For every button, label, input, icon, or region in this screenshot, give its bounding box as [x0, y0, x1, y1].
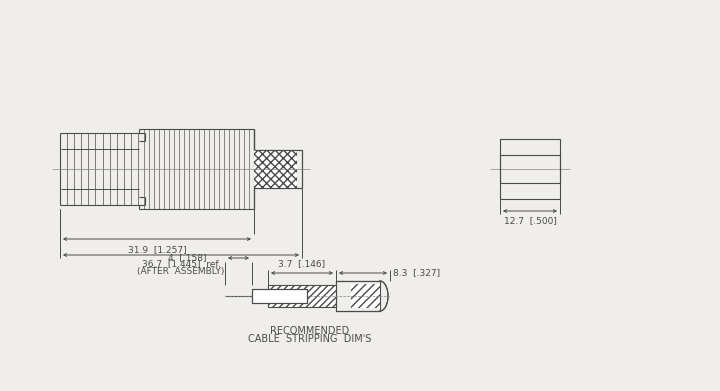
Text: 3.7  [.146]: 3.7 [.146] [279, 259, 325, 268]
Bar [351, 284, 380, 308]
Bar [500, 139, 560, 199]
Text: 4  [.158]: 4 [.158] [168, 253, 206, 262]
Bar [252, 289, 307, 303]
Bar [336, 281, 380, 311]
Bar [268, 285, 336, 307]
Text: 31.9  [1.257]: 31.9 [1.257] [127, 245, 186, 254]
Text: 12.7  [.500]: 12.7 [.500] [503, 216, 557, 225]
Bar [254, 150, 297, 188]
Text: CABLE  STRIPPING  DIM'S: CABLE STRIPPING DIM'S [248, 334, 372, 344]
Bar [252, 289, 307, 303]
Bar [500, 155, 560, 183]
Text: (AFTER  ASSEMBLY): (AFTER ASSEMBLY) [138, 267, 225, 276]
Text: 36.7  [1.445]  ref.: 36.7 [1.445] ref. [142, 259, 220, 268]
Bar [336, 281, 380, 311]
Text: 8.3  [.327]: 8.3 [.327] [393, 269, 440, 278]
Text: RECOMMENDED: RECOMMENDED [271, 326, 350, 336]
